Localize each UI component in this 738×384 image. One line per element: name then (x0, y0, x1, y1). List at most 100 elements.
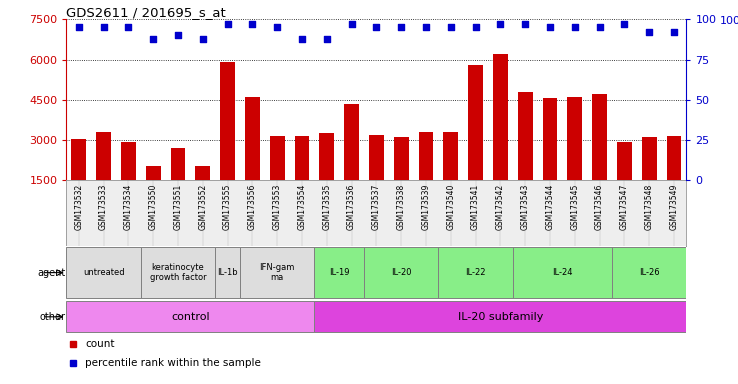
Point (520, 21, 531, 27)
Text: GSM173549: GSM173549 (669, 184, 678, 230)
Point (246, 21, 258, 27)
Text: control: control (171, 312, 210, 322)
Text: IL-20 subfamily: IL-20 subfamily (458, 312, 543, 322)
Bar (294, 136, 309, 180)
Text: IL-24: IL-24 (552, 268, 573, 277)
Bar (220, 62, 235, 180)
Bar (245, 97, 260, 180)
Text: GSM173552: GSM173552 (199, 184, 207, 230)
Bar (394, 137, 409, 180)
Text: GSM173547: GSM173547 (620, 184, 629, 230)
Text: count: count (85, 339, 114, 349)
Point (618, 21, 630, 27)
Text: GSM173551: GSM173551 (173, 184, 182, 230)
Point (97, 24, 109, 30)
Text: GDS2611 / 201695_s_at: GDS2611 / 201695_s_at (66, 6, 226, 19)
Text: keratinocyte
growth factor: keratinocyte growth factor (150, 263, 207, 282)
Text: GSM173544: GSM173544 (545, 184, 554, 230)
Point (272, 24, 283, 30)
Point (73, 24, 85, 30)
Bar (314, 247, 364, 298)
Bar (617, 142, 632, 180)
Text: GSM173542: GSM173542 (496, 184, 505, 230)
Text: GSM173536: GSM173536 (347, 184, 356, 230)
Bar (666, 136, 681, 180)
Text: IL-22: IL-22 (466, 268, 486, 277)
Point (644, 29, 655, 35)
Text: IL-19: IL-19 (329, 268, 349, 277)
Text: GSM173556: GSM173556 (248, 184, 257, 230)
Point (172, 32, 184, 38)
Bar (468, 65, 483, 180)
Text: GSM173532: GSM173532 (75, 184, 83, 230)
Point (668, 29, 680, 35)
Text: GSM173545: GSM173545 (570, 184, 579, 230)
Point (569, 24, 581, 30)
Text: GSM173555: GSM173555 (223, 184, 232, 230)
Text: IL-26: IL-26 (639, 268, 660, 277)
Text: GSM173554: GSM173554 (297, 184, 306, 230)
Bar (72, 139, 86, 180)
Text: percentile rank within the sample: percentile rank within the sample (85, 358, 261, 368)
Bar (364, 247, 438, 298)
Bar (369, 135, 384, 180)
Point (544, 24, 556, 30)
Bar (418, 132, 433, 180)
Text: GSM173534: GSM173534 (124, 184, 133, 230)
Text: GSM173533: GSM173533 (99, 184, 108, 230)
Bar (141, 247, 215, 298)
Bar (513, 247, 612, 298)
Bar (344, 104, 359, 180)
Bar (642, 137, 657, 180)
Bar (314, 301, 686, 332)
Point (494, 21, 506, 27)
Bar (96, 132, 111, 180)
Point (469, 24, 481, 30)
Point (148, 35, 159, 41)
Text: agent: agent (37, 268, 65, 278)
Point (123, 24, 134, 30)
Point (221, 21, 233, 27)
Bar (270, 136, 285, 180)
Bar (66, 247, 141, 298)
Point (396, 24, 407, 30)
Text: GSM173543: GSM173543 (521, 184, 530, 230)
Text: GSM173546: GSM173546 (595, 184, 604, 230)
Text: IL-20: IL-20 (391, 268, 411, 277)
Bar (444, 132, 458, 180)
Text: IL-1b: IL-1b (217, 268, 238, 277)
Bar (170, 148, 185, 180)
Text: GSM173535: GSM173535 (323, 184, 331, 230)
Point (370, 24, 382, 30)
Bar (592, 94, 607, 180)
Text: GSM173538: GSM173538 (397, 184, 406, 230)
Bar (438, 247, 513, 298)
Point (321, 35, 333, 41)
Bar (542, 99, 557, 180)
Point (345, 21, 357, 27)
Bar (320, 134, 334, 180)
Point (420, 24, 432, 30)
Bar (121, 142, 136, 180)
Point (197, 35, 209, 41)
Text: GSM173537: GSM173537 (372, 184, 381, 230)
Text: GSM173548: GSM173548 (645, 184, 654, 230)
Point (593, 24, 605, 30)
Text: IFN-gam
ma: IFN-gam ma (260, 263, 295, 282)
Bar (493, 54, 508, 180)
Text: GSM173539: GSM173539 (421, 184, 430, 230)
Text: GSM173553: GSM173553 (273, 184, 282, 230)
Point (445, 24, 457, 30)
Text: other: other (39, 312, 65, 322)
Bar (518, 92, 533, 180)
Text: GSM173550: GSM173550 (149, 184, 158, 230)
Bar (196, 166, 210, 180)
Y-axis label: 100%: 100% (720, 16, 738, 26)
Text: GSM173540: GSM173540 (446, 184, 455, 230)
Bar (146, 166, 161, 180)
Bar (568, 97, 582, 180)
Bar (240, 247, 314, 298)
Bar (66, 301, 314, 332)
Text: GSM173541: GSM173541 (471, 184, 480, 230)
Bar (215, 247, 240, 298)
